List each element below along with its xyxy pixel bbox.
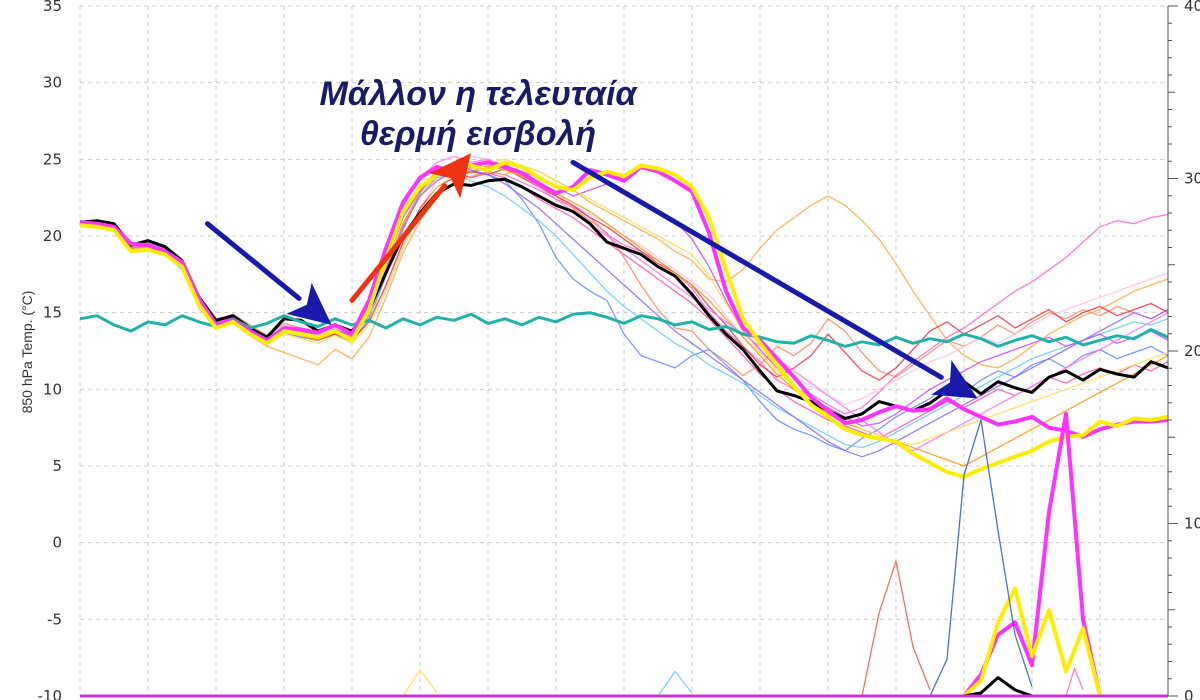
- annotation-line-1: Μάλλον η τελευταία: [319, 75, 638, 113]
- y-tick-label: 30: [43, 74, 62, 92]
- right-y-tick-label: 40: [1184, 0, 1200, 15]
- right-y-tick-label: 10: [1184, 515, 1200, 533]
- annotation-arrow-shaft: [349, 183, 448, 303]
- annotation: Μάλλον η τελευταία θερμή εισβολή: [319, 75, 638, 153]
- series-line: [79, 163, 1169, 378]
- spike-layer: [402, 411, 1102, 698]
- y-tick-label: 25: [43, 150, 62, 168]
- series-line: [79, 164, 1169, 369]
- arrow-layer: [205, 153, 978, 399]
- series-spike: [929, 419, 1033, 697]
- annotation-arrow-head: [429, 153, 471, 199]
- series-spike: [1065, 667, 1084, 697]
- series-line: [79, 177, 1169, 420]
- series-line: [79, 160, 1169, 479]
- y-tick-label: 15: [43, 304, 62, 322]
- series-spike: [861, 560, 931, 697]
- series-line: [79, 160, 1169, 439]
- right-y-tick-label: 30: [1184, 170, 1200, 188]
- y-tick-label: 35: [43, 0, 62, 15]
- series-spike: [962, 586, 1102, 698]
- y-tick-label: 20: [43, 227, 62, 245]
- annotation-arrow-head: [286, 282, 332, 325]
- right-y-tick-label: 0: [1184, 687, 1194, 700]
- series-spike: [657, 670, 693, 697]
- series-line: [80, 164, 1169, 467]
- series-spike: [963, 676, 1033, 698]
- annotation-arrow-shaft: [570, 159, 944, 380]
- annotation-line-2: θερμή εισβολή: [360, 115, 596, 153]
- y-tick-label: 0: [52, 534, 62, 552]
- y-tick-label: 10: [43, 380, 62, 398]
- y-tick-label: 5: [52, 457, 62, 475]
- annotation-arrow-head: [931, 360, 978, 399]
- right-y-tick-label: 20: [1184, 342, 1200, 360]
- annotation-arrow-shaft: [205, 221, 302, 301]
- series-spike: [402, 669, 438, 697]
- y-tick-label: -5: [47, 610, 62, 628]
- y-tick-label: -10: [38, 687, 63, 700]
- series-line: [79, 311, 1169, 348]
- axis-layer: -10 -5 0 5 10 15 20 25 30 35 0 10 20 30 40: [38, 0, 1200, 700]
- y-axis-label: 850 hPa Temp. (°C): [19, 291, 35, 414]
- series-layer: [79, 155, 1169, 479]
